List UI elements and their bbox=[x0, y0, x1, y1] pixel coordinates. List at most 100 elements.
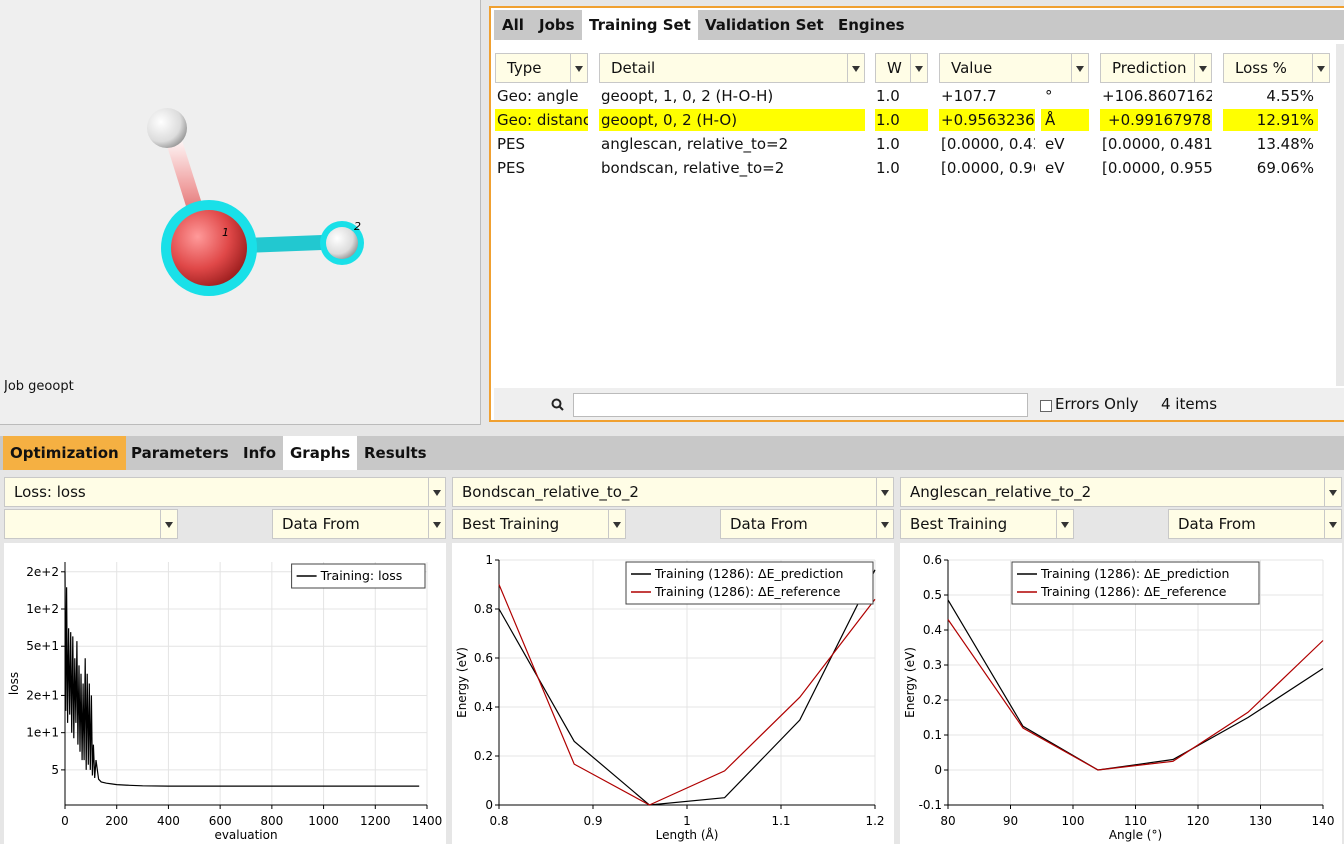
tab[interactable]: Jobs bbox=[539, 16, 575, 34]
tab[interactable]: Engines bbox=[838, 16, 905, 34]
header-label: Loss % bbox=[1235, 59, 1287, 77]
table-cell[interactable]: [0.0000, 0.4813 bbox=[1102, 135, 1212, 153]
dropdown-arrow[interactable] bbox=[876, 478, 893, 506]
x-tick-label: 800 bbox=[260, 814, 283, 828]
source-selector[interactable]: Best Training bbox=[452, 509, 626, 539]
x-tick-label: 600 bbox=[209, 814, 232, 828]
table-cell[interactable]: +0.99167978 bbox=[1100, 109, 1212, 131]
tab[interactable]: Results bbox=[364, 444, 427, 462]
x-tick-label: 140 bbox=[1312, 814, 1335, 828]
table-cell[interactable]: [0.0000, 0.96 bbox=[941, 159, 1035, 177]
atom[interactable] bbox=[326, 227, 358, 259]
tab-active[interactable]: Optimization bbox=[3, 436, 126, 470]
table-cell[interactable]: anglescan, relative_to=2 bbox=[601, 135, 789, 153]
column-header[interactable]: W bbox=[875, 53, 928, 83]
x-tick-label: 110 bbox=[1124, 814, 1147, 828]
dropdown-arrow[interactable] bbox=[160, 510, 177, 538]
selector-label: Anglescan_relative_to_2 bbox=[910, 483, 1092, 501]
x-tick-label: 120 bbox=[1187, 814, 1210, 828]
legend-label: Training (1286): ΔE_prediction bbox=[1040, 566, 1229, 581]
table-cell[interactable]: +107.7 bbox=[941, 87, 997, 105]
x-tick-label: 0.8 bbox=[489, 814, 508, 828]
table-cell[interactable]: [0.0000, 0.43 bbox=[941, 135, 1035, 153]
dropdown-arrow[interactable] bbox=[1194, 54, 1211, 82]
mode-selector[interactable]: Data From bbox=[272, 509, 446, 539]
column-header[interactable]: Prediction bbox=[1100, 53, 1212, 83]
table-cell[interactable]: 1.0 bbox=[876, 159, 900, 177]
dropdown-arrow[interactable] bbox=[570, 54, 587, 82]
mode-label: Data From bbox=[282, 515, 360, 533]
table-cell[interactable]: 1.0 bbox=[876, 87, 900, 105]
tab[interactable]: Info bbox=[243, 444, 277, 462]
table-cell[interactable]: 13.48% bbox=[1256, 135, 1314, 153]
mode-selector[interactable]: Data From bbox=[720, 509, 894, 539]
atom[interactable] bbox=[171, 210, 247, 286]
chart: 2e+2 1e+2 5e+1 2e+1 1e+1 5 0 200 400 600 800 1000 12… bbox=[4, 543, 446, 844]
table-cell[interactable]: PES bbox=[497, 159, 526, 177]
column-header[interactable]: Type bbox=[495, 53, 588, 83]
molecule[interactable]: 1 2 bbox=[0, 0, 480, 420]
atom[interactable] bbox=[147, 108, 187, 148]
table-cell[interactable]: 1.0 bbox=[876, 135, 900, 153]
y-tick-label: 5 bbox=[51, 763, 59, 777]
header-label: W bbox=[887, 59, 902, 77]
table-cell[interactable]: eV bbox=[1045, 135, 1065, 153]
scrollbar[interactable] bbox=[1336, 44, 1344, 386]
table-cell[interactable]: 4.55% bbox=[1266, 87, 1314, 105]
source-selector[interactable] bbox=[4, 509, 178, 539]
y-tick-label: 0.3 bbox=[923, 658, 942, 672]
source-selector[interactable]: Best Training bbox=[900, 509, 1074, 539]
dropdown-arrow[interactable] bbox=[608, 510, 625, 538]
tab-bar bbox=[0, 436, 1344, 470]
column-header[interactable]: Value bbox=[939, 53, 1089, 83]
x-tick-label: 200 bbox=[105, 814, 128, 828]
table-cell[interactable]: Geo: angle bbox=[497, 87, 579, 105]
tab-active[interactable]: Training Set bbox=[582, 10, 698, 40]
dropdown-arrow[interactable] bbox=[428, 478, 445, 506]
dropdown-arrow[interactable] bbox=[847, 54, 864, 82]
table-cell[interactable]: Geo: distanc bbox=[495, 109, 588, 131]
table-cell[interactable]: ° bbox=[1045, 87, 1053, 105]
checkbox[interactable] bbox=[1040, 400, 1052, 412]
tab[interactable]: Validation Set bbox=[705, 16, 824, 34]
column-header[interactable]: Detail bbox=[599, 53, 865, 83]
tab-active[interactable]: Graphs bbox=[283, 436, 358, 470]
checkbox-label[interactable]: Errors Only bbox=[1055, 395, 1139, 413]
table-cell[interactable]: bondscan, relative_to=2 bbox=[601, 159, 785, 177]
tab[interactable]: All bbox=[502, 16, 524, 34]
mode-selector[interactable]: Data From bbox=[1168, 509, 1342, 539]
dropdown-arrow[interactable] bbox=[1071, 54, 1088, 82]
dropdown-arrow[interactable] bbox=[1324, 510, 1341, 538]
tab[interactable]: Parameters bbox=[131, 444, 229, 462]
x-tick-label: 1.1 bbox=[771, 814, 790, 828]
table-cell[interactable]: PES bbox=[497, 135, 526, 153]
dropdown-arrow[interactable] bbox=[876, 510, 893, 538]
column-header[interactable]: Loss % bbox=[1223, 53, 1330, 83]
dropdown-arrow[interactable] bbox=[1324, 478, 1341, 506]
selector[interactable]: Anglescan_relative_to_2 bbox=[900, 477, 1342, 507]
viewer-caption: Job geoopt bbox=[4, 379, 74, 394]
table-cell[interactable]: geoopt, 0, 2 (H-O) bbox=[599, 109, 865, 131]
table-cell[interactable]: Å bbox=[1041, 109, 1089, 131]
table-cell[interactable]: 69.06% bbox=[1256, 159, 1314, 177]
y-axis-label: Energy (eV) bbox=[903, 647, 917, 718]
selector-label: Bondscan_relative_to_2 bbox=[462, 483, 639, 501]
dropdown-arrow[interactable] bbox=[910, 54, 927, 82]
y-tick-label: 1 bbox=[485, 553, 493, 567]
y-tick-label: 2e+2 bbox=[26, 565, 59, 579]
table-cell[interactable]: 12.91% bbox=[1223, 109, 1318, 131]
y-tick-label: 1e+2 bbox=[26, 602, 59, 616]
table-cell[interactable]: +0.95632369 bbox=[939, 109, 1035, 131]
selector[interactable]: Bondscan_relative_to_2 bbox=[452, 477, 894, 507]
selector[interactable]: Loss: loss bbox=[4, 477, 446, 507]
dropdown-arrow[interactable] bbox=[428, 510, 445, 538]
search-input[interactable] bbox=[573, 393, 1028, 417]
atom-label: 2 bbox=[354, 220, 361, 233]
table-cell[interactable]: [0.0000, 0.9555 bbox=[1102, 159, 1212, 177]
dropdown-arrow[interactable] bbox=[1056, 510, 1073, 538]
table-cell[interactable]: +106.8607162 bbox=[1102, 87, 1212, 105]
table-cell[interactable]: eV bbox=[1045, 159, 1065, 177]
dropdown-arrow[interactable] bbox=[1312, 54, 1329, 82]
table-cell[interactable]: 1.0 bbox=[875, 109, 928, 131]
table-cell[interactable]: geoopt, 1, 0, 2 (H-O-H) bbox=[601, 87, 774, 105]
